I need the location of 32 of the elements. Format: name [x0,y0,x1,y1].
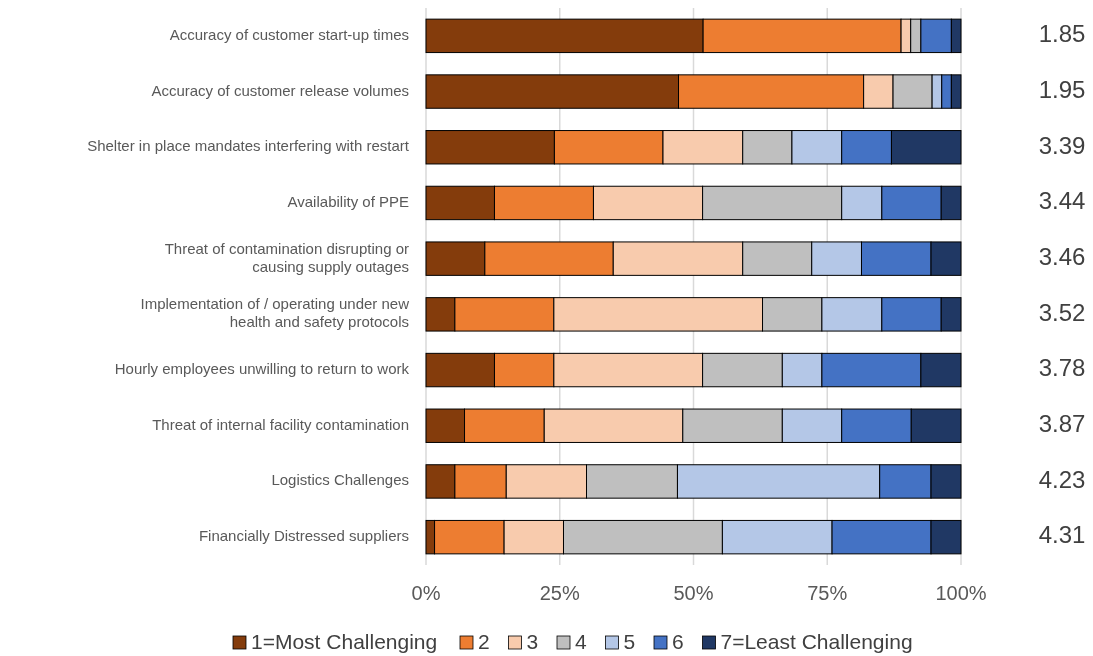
y-tick-label: Implementation of / operating under new health and safety protocols [140,295,410,331]
y-tick-label: Hourly employees unwilling to return to work [114,360,410,378]
x-tick-label: 0% [411,582,441,604]
text: 3.44 [1038,187,1086,215]
text: 4.31 [1038,521,1086,549]
y-tick-label: Availability of PPE [287,192,409,210]
legend-label: 2 [478,629,490,653]
text: 4.23 [1038,465,1086,493]
y-tick-label: Threat of contamination disrupting or causing supply outages [164,239,409,275]
x-tick-label: 100% [935,582,987,604]
text: 3.46 [1038,242,1086,270]
text: 3.87 [1038,410,1086,438]
legend-label: 6 [672,629,684,653]
x-tick-label: 75% [807,582,848,604]
legend-label: 3 [526,629,539,653]
legend-label: 4 [575,629,587,653]
text: 1.85 [1038,20,1086,48]
legend-label: 7=Least Challenging [720,629,913,653]
text: 3.52 [1038,298,1086,326]
y-tick-label: Financially Distressed suppliers [198,527,409,545]
x-tick-label: 50% [673,582,714,604]
x-tick-label: 25% [539,582,580,604]
text: 3.39 [1038,131,1086,159]
legend-label: 1=Most Challenging [251,629,438,653]
text: 1.95 [1038,75,1086,103]
legend-label: 5 [623,629,636,653]
y-tick-label: Shelter in place mandates interfering with restart [87,137,410,155]
text: 3.78 [1038,354,1086,382]
y-tick-label: Threat of internal facility contamination [152,415,409,433]
y-tick-label: Accuracy of customer release volumes [151,81,409,99]
y-tick-label: Accuracy of customer start-up times [169,25,409,43]
y-tick-label: Logistics Challenges [271,471,409,489]
